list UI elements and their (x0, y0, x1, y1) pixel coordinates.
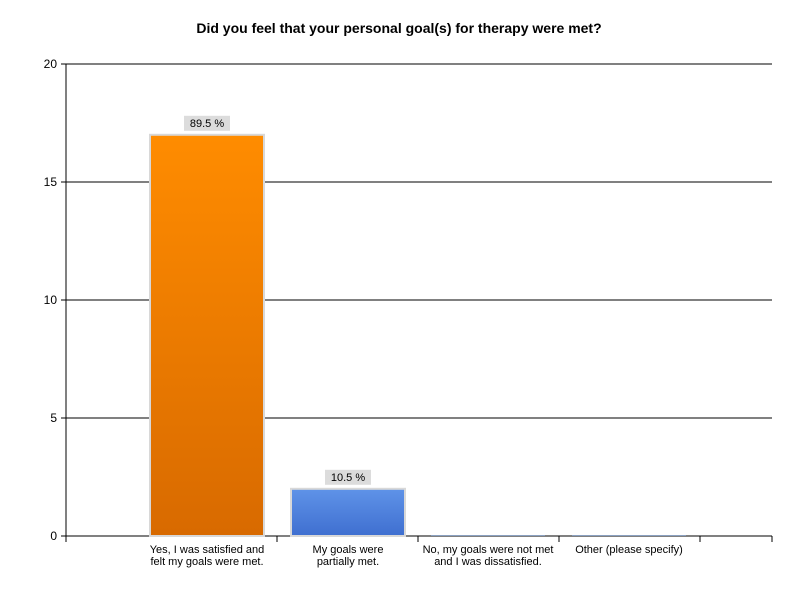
y-tick-label: 20 (44, 57, 58, 71)
y-tick-label: 5 (50, 411, 57, 425)
labels: 0 5 10 15 20 89.5 % Yes, I was satisfied and fe… (44, 57, 683, 568)
data-label: 89.5 % (190, 118, 224, 130)
chart-title: Did you feel that your personal goal(s) … (196, 20, 601, 36)
x-tick-label: My goals were partially met. (313, 544, 384, 568)
y-tick-label: 0 (50, 529, 57, 543)
y-tick-label: 10 (44, 293, 58, 307)
bars (149, 133, 686, 538)
x-tick-label: Other (please specify) (575, 544, 683, 556)
data-label-box (325, 469, 371, 485)
data-label-box (184, 115, 230, 131)
y-tick-label: 15 (44, 175, 58, 189)
data-label: 10.5 % (331, 472, 365, 484)
bar (149, 133, 265, 538)
x-tick-label: No, my goals were not met and I was dissa… (423, 544, 554, 568)
bar (290, 487, 406, 537)
x-tick-label: Yes, I was satisfied and felt my goals we… (150, 544, 265, 568)
